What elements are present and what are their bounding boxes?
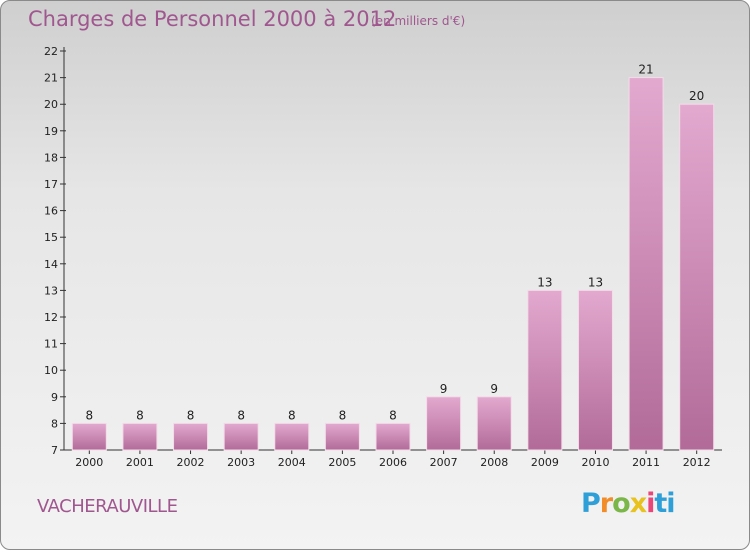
bar [577,289,613,451]
data-label: 8 [339,408,347,422]
data-label: 8 [136,408,144,422]
y-tick-label: 15 [44,231,58,244]
bar [628,77,664,451]
place-name: VACHERAUVILLE [37,496,178,517]
x-tick-label: 2012 [683,456,711,469]
y-tick-label: 14 [44,258,58,271]
data-label: 8 [187,408,195,422]
y-tick-label: 9 [51,391,58,404]
bar [476,396,512,451]
x-tick-label: 2009 [531,456,559,469]
y-tick-label: 13 [44,284,58,297]
data-label: 20 [689,89,704,103]
bar [527,289,563,451]
data-label: 8 [237,408,245,422]
logo-letter: ti [654,488,675,519]
bar [679,103,715,451]
bar [122,422,158,451]
data-label: 8 [288,408,296,422]
data-label: 9 [490,382,498,396]
chart-title: Charges de Personnel 2000 à 2012 [28,7,397,31]
y-tick-label: 12 [44,311,58,324]
bar [173,422,209,451]
logo-letter: P [581,488,601,519]
data-label: 13 [588,275,603,289]
data-label: 13 [537,275,552,289]
x-tick-label: 2001 [126,456,154,469]
logo-letter: x [629,488,647,519]
y-tick-label: 20 [44,98,58,111]
x-tick-label: 2011 [632,456,660,469]
y-tick-label: 21 [44,72,58,85]
y-tick-label: 11 [44,338,58,351]
x-tick-label: 2003 [227,456,255,469]
y-tick-label: 10 [44,364,58,377]
y-tick-label: 7 [51,444,58,457]
logo-letter: o [612,488,631,519]
x-tick-label: 2004 [278,456,306,469]
proxiti-logo[interactable]: Proxiti [581,488,676,519]
logo-letter: i [646,488,655,519]
x-tick-label: 2006 [379,456,407,469]
y-tick-label: 18 [44,151,58,164]
y-tick-label: 8 [51,417,58,430]
data-label: 8 [389,408,397,422]
y-tick-label: 19 [44,125,58,138]
data-label: 8 [85,408,93,422]
bar [274,422,310,451]
x-tick-label: 2005 [328,456,356,469]
x-tick-label: 2002 [177,456,205,469]
bar [426,396,462,451]
y-tick-label: 17 [44,178,58,191]
bar [375,422,411,451]
y-tick-label: 22 [44,45,58,58]
bar [71,422,107,451]
data-label: 21 [638,63,653,77]
x-tick-label: 2008 [480,456,508,469]
x-tick-label: 2007 [430,456,458,469]
x-tick-label: 2000 [75,456,103,469]
x-tick-label: 2010 [581,456,609,469]
chart-unit: (en milliers d'€) [371,14,466,28]
bar [324,422,360,451]
logo-letter: r [599,488,613,519]
data-label: 9 [440,382,448,396]
y-tick-label: 16 [44,205,58,218]
bar [223,422,259,451]
